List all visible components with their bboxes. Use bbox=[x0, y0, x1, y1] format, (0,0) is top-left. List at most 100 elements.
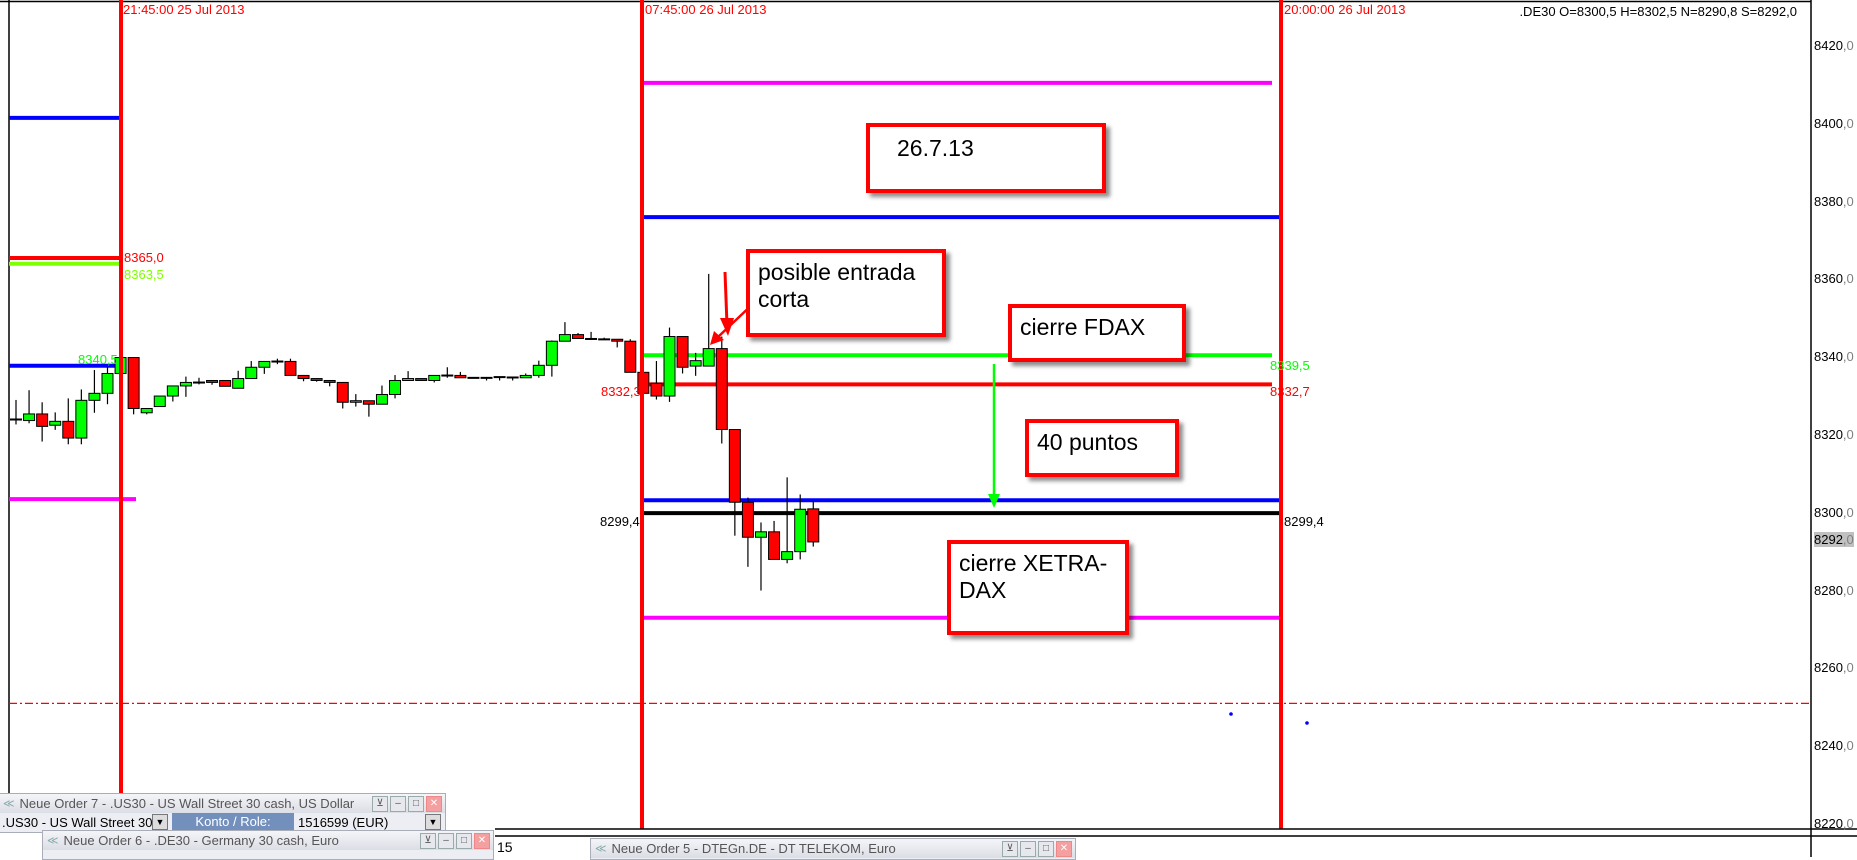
price-tick-label: 8420,0 bbox=[1814, 38, 1854, 53]
candle-body bbox=[545, 340, 558, 366]
close-icon[interactable]: ✕ bbox=[1056, 841, 1072, 857]
candle bbox=[402, 371, 415, 381]
candle bbox=[506, 376, 519, 381]
annotation-40-puntos[interactable]: 40 puntos bbox=[1025, 419, 1179, 477]
candle bbox=[271, 358, 284, 365]
level-label: 8299,4 bbox=[600, 514, 640, 529]
annotation-cierre-fdax[interactable]: cierre FDAX bbox=[1008, 304, 1186, 362]
candle bbox=[794, 494, 807, 560]
green-arrow-down bbox=[988, 364, 1000, 508]
chevron-down-icon[interactable]: ▼ bbox=[152, 814, 168, 830]
pin-icon[interactable]: ⊻ bbox=[372, 796, 388, 812]
close-icon[interactable]: ✕ bbox=[426, 796, 442, 812]
candle-body bbox=[402, 378, 415, 381]
candle-body bbox=[75, 399, 88, 439]
order-window-7[interactable]: ≪ Neue Order 7 - .US30 - US Wall Street … bbox=[0, 793, 446, 833]
annotation-date[interactable]: 26.7.13 bbox=[866, 123, 1106, 193]
level-label: 8332,3 bbox=[601, 384, 641, 399]
candle-body bbox=[781, 551, 794, 560]
window-title: Neue Order 5 - DTEGn.DE - DT TELEKOM, Eu… bbox=[611, 841, 896, 856]
candle-body bbox=[245, 366, 258, 380]
candle-body bbox=[624, 340, 637, 373]
candle bbox=[572, 333, 585, 339]
candle bbox=[807, 501, 820, 547]
blue-dot bbox=[1229, 712, 1233, 716]
minimize-icon[interactable]: – bbox=[438, 833, 454, 849]
candle-body bbox=[297, 374, 310, 380]
window-title-bar[interactable]: ≪ Neue Order 5 - DTEGn.DE - DT TELEKOM, … bbox=[591, 839, 1075, 858]
candle bbox=[232, 370, 245, 389]
candle-body bbox=[258, 360, 271, 368]
maximize-icon[interactable]: □ bbox=[1038, 841, 1054, 857]
window-title-bar[interactable]: ≪ Neue Order 6 - .DE30 - Germany 30 cash… bbox=[43, 831, 493, 850]
candle-body bbox=[794, 508, 807, 553]
candle-body bbox=[36, 413, 49, 427]
minimize-icon[interactable]: – bbox=[390, 796, 406, 812]
candle-body bbox=[676, 336, 689, 368]
annotation-entrada[interactable]: posible entrada corta bbox=[746, 249, 946, 337]
candle bbox=[284, 358, 297, 376]
candle bbox=[49, 412, 62, 430]
window-title-bar[interactable]: ≪ Neue Order 7 - .US30 - US Wall Street … bbox=[0, 794, 445, 813]
candle-body bbox=[519, 374, 532, 379]
level-label: 8340,5 bbox=[78, 352, 118, 367]
close-icon[interactable]: ✕ bbox=[474, 833, 490, 849]
level-label: 8332,7 bbox=[1270, 384, 1310, 399]
minimize-icon[interactable]: – bbox=[1020, 841, 1036, 857]
candle bbox=[741, 497, 754, 567]
price-tick-label: 8300,0 bbox=[1814, 504, 1854, 520]
candle bbox=[36, 402, 49, 442]
pin-icon[interactable]: ⊻ bbox=[1002, 841, 1018, 857]
red-arrow-down bbox=[720, 271, 734, 336]
candle bbox=[140, 407, 153, 415]
candle-body bbox=[454, 374, 467, 379]
candle-body bbox=[232, 378, 245, 389]
candle-body bbox=[611, 338, 624, 342]
candle bbox=[206, 379, 219, 385]
candle bbox=[179, 376, 192, 397]
blue-dot bbox=[1305, 721, 1309, 725]
candle bbox=[336, 381, 349, 409]
candle-body bbox=[702, 348, 715, 367]
maximize-icon[interactable]: □ bbox=[456, 833, 472, 849]
candle-body bbox=[323, 379, 336, 383]
app-logo-icon: ≪ bbox=[595, 843, 607, 855]
candle-body bbox=[375, 393, 388, 405]
annotation-cierre-xetra[interactable]: cierre XETRA-DAX bbox=[947, 540, 1129, 635]
candle-body bbox=[219, 379, 232, 387]
candle bbox=[166, 385, 179, 402]
candle-body bbox=[179, 381, 192, 387]
candle bbox=[519, 373, 532, 379]
level-label: 8299,4 bbox=[1284, 514, 1324, 529]
candle bbox=[10, 399, 22, 425]
candle bbox=[297, 374, 310, 382]
maximize-icon[interactable]: □ bbox=[408, 796, 424, 812]
pin-icon[interactable]: ⊻ bbox=[420, 833, 436, 849]
partial-text: 15 bbox=[497, 839, 513, 855]
candles bbox=[10, 273, 820, 591]
candle-body bbox=[192, 381, 205, 384]
account-select[interactable]: 1516599 (EUR) bbox=[298, 814, 389, 830]
level-label: 8363,5 bbox=[124, 267, 164, 282]
candle-body bbox=[807, 508, 820, 543]
candle bbox=[258, 360, 271, 374]
chevron-down-icon[interactable]: ▼ bbox=[425, 814, 441, 830]
candle bbox=[781, 477, 794, 564]
candle bbox=[611, 338, 624, 348]
candle bbox=[75, 389, 88, 445]
candle bbox=[441, 367, 454, 378]
order-window-5[interactable]: ≪ Neue Order 5 - DTEGn.DE - DT TELEKOM, … bbox=[590, 838, 1076, 860]
candle-body bbox=[572, 334, 585, 339]
order-window-6[interactable]: ≪ Neue Order 6 - .DE30 - Germany 30 cash… bbox=[42, 830, 494, 860]
candle-body bbox=[310, 378, 323, 381]
candle-body bbox=[558, 334, 571, 342]
time-markers bbox=[119, 0, 1283, 829]
candle bbox=[728, 428, 741, 536]
candle-body bbox=[101, 372, 114, 394]
candle-body bbox=[140, 407, 153, 414]
symbol-select[interactable]: .US30 - US Wall Street 30 cash, bbox=[2, 814, 152, 830]
candle-body bbox=[88, 392, 101, 401]
konto-label: Konto / Role: bbox=[172, 813, 294, 831]
window-title: Neue Order 7 - .US30 - US Wall Street 30… bbox=[19, 796, 355, 811]
